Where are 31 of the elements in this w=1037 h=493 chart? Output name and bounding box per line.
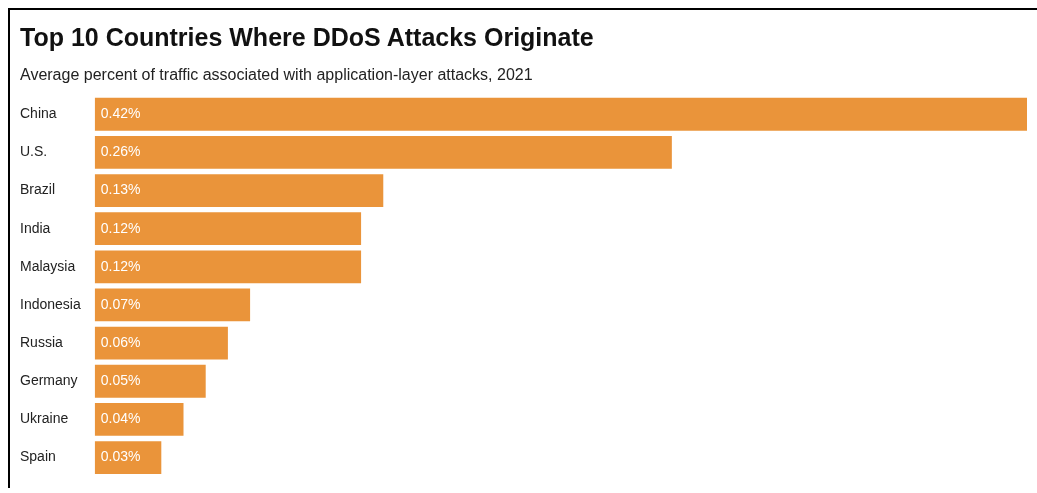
y-tick-label: U.S. xyxy=(20,143,48,160)
bar xyxy=(94,288,251,322)
y-tick-label: Malaysia xyxy=(20,257,76,274)
data-label: 0.07% xyxy=(100,295,141,312)
bar xyxy=(94,326,228,360)
bar xyxy=(94,136,672,169)
y-tick-label: Spain xyxy=(20,448,56,465)
y-tick-label: Russia xyxy=(20,333,64,350)
chart-subtitle: Average percent of traffic associated with application-layer attacks, 2021 xyxy=(20,66,533,84)
y-tick-label: China xyxy=(20,105,57,122)
bar xyxy=(94,364,206,398)
data-label: 0.12% xyxy=(100,219,141,236)
data-label: 0.06% xyxy=(100,333,141,350)
y-tick-label: Ukraine xyxy=(20,410,69,427)
data-label: 0.42% xyxy=(100,105,141,122)
bar xyxy=(94,212,362,246)
bar xyxy=(94,250,362,284)
data-label: 0.26% xyxy=(100,143,141,160)
data-label: 0.04% xyxy=(100,410,141,427)
bar xyxy=(94,97,1027,131)
data-label: 0.03% xyxy=(100,448,141,465)
bar xyxy=(94,402,184,436)
y-tick-label: Brazil xyxy=(20,181,56,198)
chart-title: Top 10 Countries Where DDoS Attacks Originate xyxy=(20,22,594,51)
data-label: 0.13% xyxy=(100,181,141,198)
bar xyxy=(94,174,384,207)
y-tick-label: India xyxy=(20,219,51,236)
y-tick-label: Germany xyxy=(20,372,78,389)
y-tick-label: Indonesia xyxy=(20,295,81,312)
data-label: 0.05% xyxy=(100,372,141,389)
data-label: 0.12% xyxy=(100,257,141,274)
